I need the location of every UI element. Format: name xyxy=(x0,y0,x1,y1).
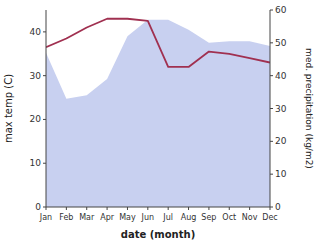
x-tick-label: Jul xyxy=(162,213,173,222)
x-tick xyxy=(249,207,250,210)
x-tick-label: Aug xyxy=(181,213,197,222)
y2-tick xyxy=(270,42,273,43)
chart-container: JanFebMarAprMayJunJulAugSepOctNovDec0102… xyxy=(0,0,318,247)
y2-tick xyxy=(270,174,273,175)
x-tick-label: Oct xyxy=(222,213,236,222)
y2-tick-label: 30 xyxy=(275,104,287,114)
y-tick xyxy=(43,163,46,164)
x-tick xyxy=(208,207,209,210)
x-tick-label: Dec xyxy=(262,213,277,222)
y-axis-line xyxy=(46,10,47,207)
y2-tick xyxy=(270,75,273,76)
y2-tick xyxy=(270,141,273,142)
axes: JanFebMarAprMayJunJulAugSepOctNovDec0102… xyxy=(30,5,287,222)
x-tick-label: May xyxy=(119,213,136,222)
y2-tick-label: 40 xyxy=(275,71,287,81)
line xyxy=(46,19,270,67)
y-axis-label: max temp (C) xyxy=(3,74,14,143)
y2-tick-label: 20 xyxy=(275,136,287,146)
x-tick-label: Mar xyxy=(79,213,95,222)
chart-svg: JanFebMarAprMayJunJulAugSepOctNovDec0102… xyxy=(0,0,318,247)
area xyxy=(46,20,270,207)
y2-tick-label: 10 xyxy=(275,169,287,179)
x-tick-label: Jun xyxy=(141,213,155,222)
y2-tick xyxy=(270,108,273,109)
x-tick xyxy=(107,207,108,210)
y-tick-label: 20 xyxy=(30,114,42,124)
y2-axis-label: med. precipitation (kg/m2) xyxy=(304,48,314,169)
y2-tick xyxy=(270,207,273,208)
x-tick xyxy=(168,207,169,210)
x-tick-label: Nov xyxy=(242,213,258,222)
y2-tick-label: 0 xyxy=(275,202,281,212)
y-tick-label: 30 xyxy=(30,71,42,81)
y-tick xyxy=(43,75,46,76)
y2-tick-label: 60 xyxy=(275,5,287,15)
x-tick xyxy=(188,207,189,210)
y-tick xyxy=(43,207,46,208)
marks xyxy=(46,19,270,207)
y-tick-label: 10 xyxy=(30,158,42,168)
x-tick xyxy=(66,207,67,210)
x-axis-label: date (month) xyxy=(121,229,195,240)
x-tick xyxy=(127,207,128,210)
x-tick-label: Apr xyxy=(100,213,115,222)
page: {"chart_data": {"type": "line", "xlabel"… xyxy=(0,0,318,247)
x-axis-line xyxy=(46,207,270,208)
x-tick xyxy=(86,207,87,210)
y-tick xyxy=(43,119,46,120)
y2-tick-label: 50 xyxy=(275,38,287,48)
x-tick-label: Sep xyxy=(201,213,216,222)
x-tick xyxy=(229,207,230,210)
x-tick-label: Jan xyxy=(39,213,52,222)
x-tick xyxy=(147,207,148,210)
x-tick-label: Feb xyxy=(59,213,73,222)
y-tick xyxy=(43,31,46,32)
y-tick-label: 0 xyxy=(35,202,41,212)
y-tick-label: 40 xyxy=(30,27,42,37)
y2-tick xyxy=(270,10,273,11)
